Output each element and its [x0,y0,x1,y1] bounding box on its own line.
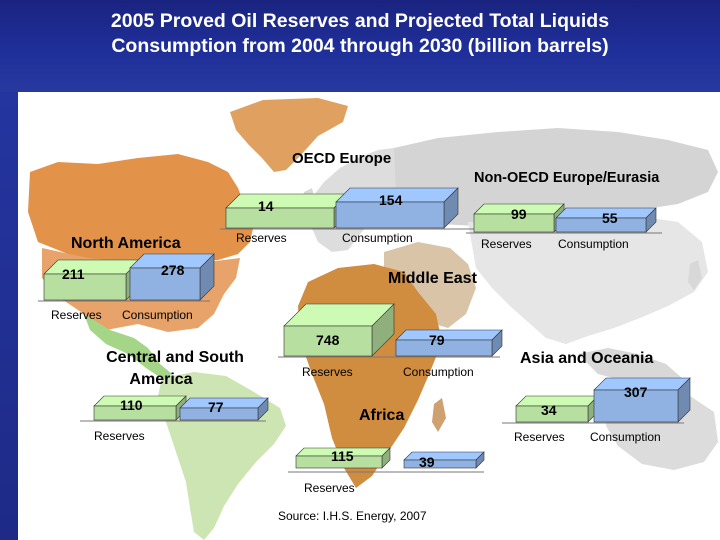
value-non-oecd-reserves: 99 [511,206,527,222]
region-north-america: North America [71,235,181,252]
source-note: Source: I.H.S. Energy, 2007 [278,509,427,523]
caption-africa-reserves: Reserves [304,481,355,495]
caption-asia-reserves: Reserves [514,430,565,444]
region-oecd-europe: OECD Europe [292,150,392,167]
region-csa-line-1: Central and South [106,349,244,366]
value-asia-reserves: 34 [541,402,557,418]
map-svg [28,98,718,540]
caption-north-america-reserves: Reserves [51,308,102,322]
caption-oecd-europe-consumption: Consumption [342,231,413,245]
mexico-shape [84,314,172,380]
left-strip [0,92,18,540]
caption-csa-reserves: Reserves [94,429,145,443]
value-africa-reserves: 115 [331,448,354,464]
caption-asia-consumption: Consumption [590,430,661,444]
asia-consumption-bar [593,377,691,423]
value-oecd-europe-reserves: 14 [258,198,274,214]
caption-north-america-consumption: Consumption [122,308,193,322]
value-csa-consumption: 77 [208,399,224,415]
middle-east-reserves-bar [283,303,395,357]
eurasia-shape [394,128,718,226]
title-line-1: 2005 Proved Oil Reserves and Projected T… [110,10,610,32]
caption-middle-east-reserves: Reserves [302,365,353,379]
value-csa-reserves: 110 [120,397,143,413]
value-north-america-reserves: 211 [62,266,85,282]
japan-shape [688,260,702,290]
africa-reserves-bar [295,447,391,469]
oecd-europe-reserves-bar [225,193,349,229]
value-north-america-consumption: 278 [161,262,185,278]
africa-consumption-bar [403,451,485,469]
madagascar-shape [432,398,446,432]
caption-middle-east-consumption: Consumption [403,365,474,379]
world-map: OECD Europe Non-OECD Europe/Eurasia Nort… [18,92,720,540]
region-africa: Africa [359,407,405,424]
value-africa-consumption: 39 [419,454,435,470]
canada-shape [28,154,254,264]
north-america-reserves-bar [43,259,141,301]
greenland-shape [230,98,348,172]
middle-east-shape [384,242,476,328]
region-csa-line-2: America [129,371,193,388]
region-middle-east: Middle East [388,270,477,287]
title-line-2: Consumption from 2004 through 2030 (bill… [111,35,609,57]
non-oecd-reserves-bar [473,203,565,233]
non-oecd-consumption-bar [555,207,657,233]
csa-reserves-bar [93,395,187,421]
value-oecd-europe-consumption: 154 [379,192,403,208]
value-asia-consumption: 307 [624,384,648,400]
asia-reserves-bar [515,395,599,423]
value-middle-east-consumption: 79 [429,332,445,348]
caption-non-oecd-consumption: Consumption [558,237,629,251]
caption-oecd-europe-reserves: Reserves [236,231,287,245]
asia-shape [468,216,708,344]
oecd-europe-consumption-bar [335,187,459,229]
caption-non-oecd-reserves: Reserves [481,237,532,251]
region-central-south-america: Central and South America [100,347,250,391]
bar-groups [38,187,691,473]
title-band: 2005 Proved Oil Reserves and Projected T… [0,0,720,92]
se-asia-shape [578,348,682,386]
north-america-consumption-bar [129,253,215,301]
value-middle-east-reserves: 748 [316,332,340,348]
region-asia-oceania: Asia and Oceania [520,350,654,367]
csa-consumption-bar [179,397,269,421]
middle-east-consumption-bar [395,329,503,357]
region-non-oecd-europe: Non-OECD Europe/Eurasia [474,170,660,186]
value-non-oecd-consumption: 55 [602,210,618,226]
slide-title: 2005 Proved Oil Reserves and Projected T… [0,9,720,59]
